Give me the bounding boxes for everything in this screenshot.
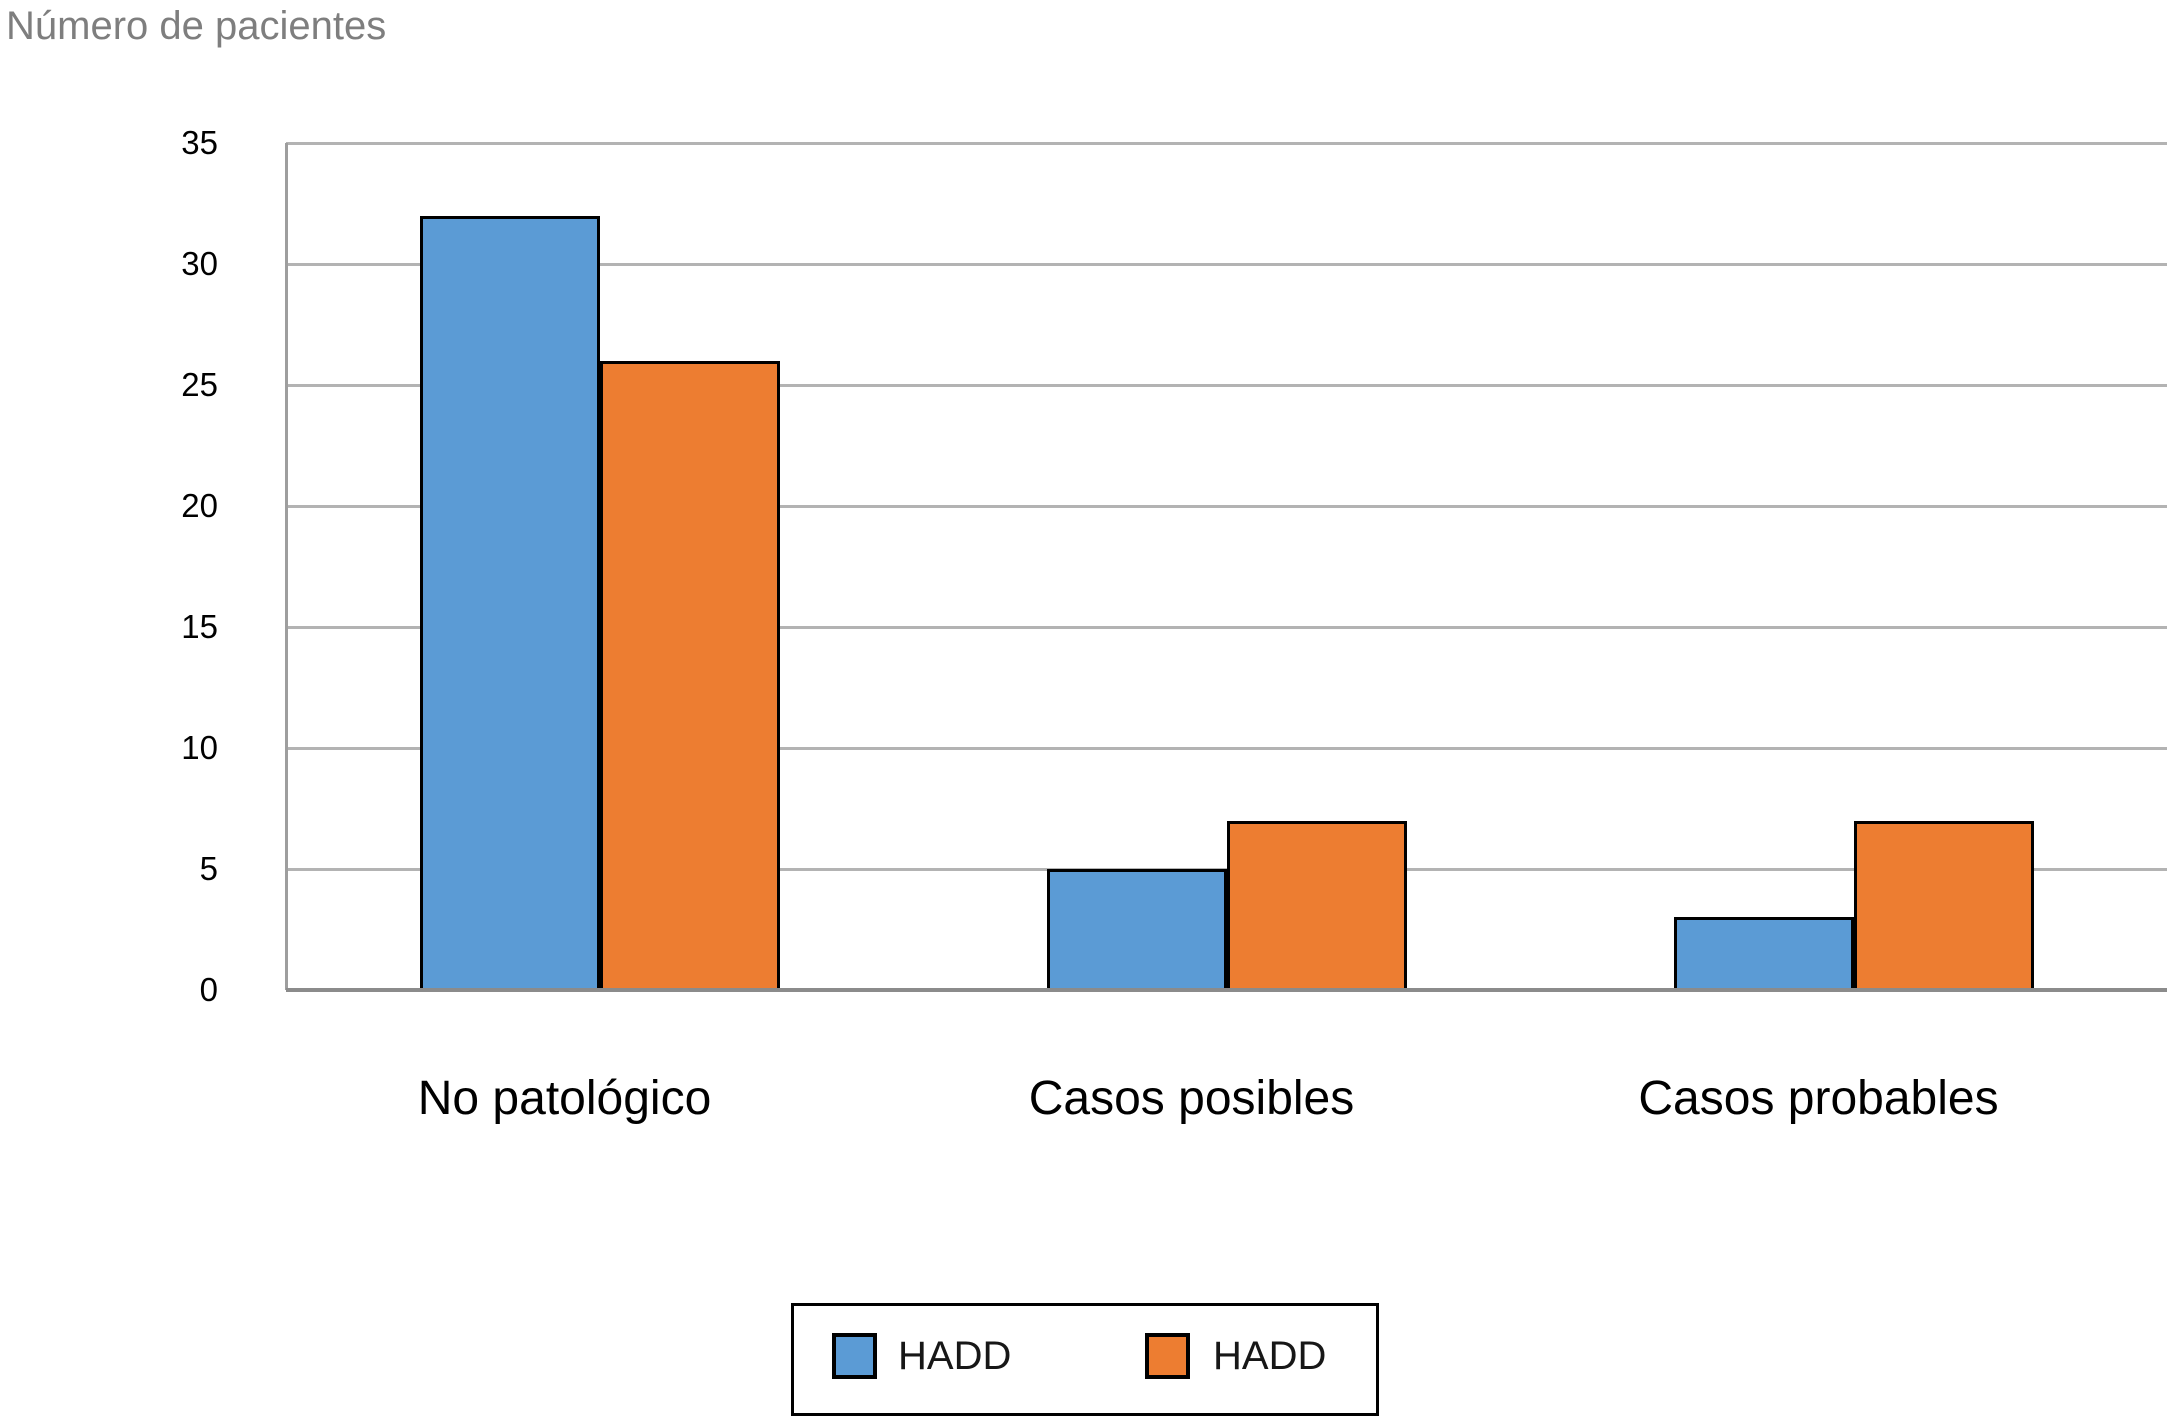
gridline bbox=[286, 504, 2167, 508]
y-axis-line bbox=[284, 143, 288, 990]
legend-swatch-hadd-2 bbox=[1145, 1333, 1190, 1379]
y-axis-tick-label: 5 bbox=[199, 850, 218, 887]
legend-label-hadd-2: HADD bbox=[1213, 1334, 1327, 1378]
bar-hadd-series2-cat1 bbox=[599, 360, 780, 990]
x-axis-line bbox=[286, 988, 2167, 992]
gridline bbox=[286, 746, 2167, 750]
bar-hadd-series2-cat2 bbox=[1226, 820, 1407, 990]
y-axis-tick-label: 25 bbox=[181, 366, 218, 403]
y-axis-title: Número de pacientes bbox=[6, 4, 387, 48]
bar-hadd-series1-cat1 bbox=[419, 215, 600, 990]
bar-hadd-series1-cat3 bbox=[1673, 917, 1854, 990]
legend-swatch-hadd-1 bbox=[832, 1333, 877, 1379]
bar-hadd-series2-cat3 bbox=[1853, 820, 2034, 990]
y-axis-tick-label: 0 bbox=[199, 971, 218, 1008]
gridline bbox=[286, 262, 2167, 266]
legend-label-hadd-1: HADD bbox=[898, 1334, 1012, 1378]
x-axis-category-label: Casos probables bbox=[1638, 1072, 1999, 1125]
x-axis-category-label: Casos posibles bbox=[1028, 1072, 1355, 1125]
y-axis-tick-label: 30 bbox=[181, 245, 218, 282]
legend: HADD HADD bbox=[791, 1303, 1379, 1416]
y-axis-tick-label: 35 bbox=[181, 124, 218, 161]
x-axis-category-label: No patológico bbox=[417, 1072, 712, 1125]
gridline bbox=[286, 383, 2167, 387]
bar-hadd-series1-cat2 bbox=[1046, 869, 1227, 990]
y-axis-tick-label: 20 bbox=[181, 487, 218, 524]
gridline bbox=[286, 141, 2167, 145]
y-axis-tick-label: 10 bbox=[181, 729, 218, 766]
gridline bbox=[286, 625, 2167, 629]
y-axis-tick-label: 15 bbox=[181, 608, 218, 645]
